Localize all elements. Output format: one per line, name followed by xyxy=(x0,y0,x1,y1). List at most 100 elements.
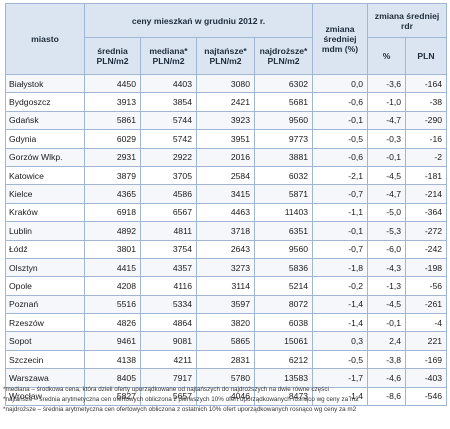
most-expensive-price-cell: 15061 xyxy=(253,331,314,351)
average-price-cell: 4138 xyxy=(84,349,141,370)
median-price-cell: 4811 xyxy=(140,221,197,241)
median-price-cell: 3754 xyxy=(140,239,197,259)
table-row: Olsztyn 4415 4357 3273 5836 -1,8 -4,3 -198 xyxy=(5,257,448,278)
table-header: miasto ceny mieszkań w grudniu 2012 r. z… xyxy=(5,3,448,75)
table-row: Lublin 4892 4811 3718 6351 -0,1 -5,3 -272 xyxy=(5,221,448,241)
rdr-percent-cell: -4,7 xyxy=(367,110,407,131)
change-mdm-cell: -1,4 xyxy=(312,294,369,315)
average-price-cell: 5516 xyxy=(84,294,141,315)
cheapest-price-cell: 2421 xyxy=(196,92,255,112)
rdr-pln-cell: -181 xyxy=(405,165,448,186)
rdr-pln-cell: -290 xyxy=(405,110,448,131)
rdr-percent-cell: -1,0 xyxy=(367,92,407,112)
rdr-percent-cell: -5,3 xyxy=(367,221,407,241)
median-price-cell: 4586 xyxy=(140,184,197,204)
rdr-percent-header: % xyxy=(367,37,407,75)
average-price-cell: 4450 xyxy=(84,73,141,94)
change-mdm-cell: -1,4 xyxy=(312,386,369,407)
city-cell: Gdańsk xyxy=(5,110,85,131)
rdr-percent-cell: -3,8 xyxy=(367,349,407,370)
median-price-cell: 3705 xyxy=(140,165,197,186)
median-price-cell: 5334 xyxy=(140,294,197,315)
footnote-most-expensive: *najdroższe – średnia arytmetyczna cen o… xyxy=(3,406,357,413)
rdr-percent-cell: -6,0 xyxy=(367,239,407,259)
median-price-cell: 5744 xyxy=(140,110,197,131)
most-expensive-price-cell: 11403 xyxy=(253,202,314,223)
apartment-prices-table: miasto ceny mieszkań w grudniu 2012 r. z… xyxy=(5,3,448,407)
city-cell: Szczecin xyxy=(5,349,85,370)
table-row: Bydgoszcz 3913 3854 2421 5681 -0,6 -1,0 -38 xyxy=(5,92,448,112)
average-price-cell: 4826 xyxy=(84,313,141,333)
rdr-pln-cell: -272 xyxy=(405,221,448,241)
cheapest-price-cell: 3718 xyxy=(196,221,255,241)
city-cell: Bydgoszcz xyxy=(5,92,85,112)
city-cell: Łódź xyxy=(5,239,85,259)
change-mdm-cell: 0,3 xyxy=(312,331,369,351)
change-mdm-cell: -0,6 xyxy=(312,92,369,112)
table-row: Poznań 5516 5334 3597 8072 -1,4 -4,5 -261 xyxy=(5,294,448,315)
most-expensive-price-cell: 5681 xyxy=(253,92,314,112)
cheapest-price-cell: 2016 xyxy=(196,147,255,167)
change-mdm-cell: -0,5 xyxy=(312,349,369,370)
rdr-percent-cell: 2,4 xyxy=(367,331,407,351)
change-mdm-cell: 0,0 xyxy=(312,73,369,94)
median-price-cell: 3854 xyxy=(140,92,197,112)
average-price-cell: 4208 xyxy=(84,276,141,296)
city-cell: Rzeszów xyxy=(5,313,85,333)
most-expensive-price-cell: 6032 xyxy=(253,165,314,186)
rdr-pln-cell: -56 xyxy=(405,276,448,296)
cheapest-price-cell: 3951 xyxy=(196,129,255,149)
rdr-pln-cell: 221 xyxy=(405,331,448,351)
most-expensive-price-cell: 8072 xyxy=(253,294,314,315)
rdr-pln-cell: -16 xyxy=(405,129,448,149)
most-expensive-price-cell: 9773 xyxy=(253,129,314,149)
most-expensive-price-cell: 8473 xyxy=(253,386,314,407)
rdr-pln-cell: -546 xyxy=(405,386,448,407)
cheapest-price-cell: 2831 xyxy=(196,349,255,370)
median-price-cell: 4864 xyxy=(140,313,197,333)
city-cell: Gdynia xyxy=(5,129,85,149)
average-price-cell: 4415 xyxy=(84,257,141,278)
most-expensive-price-cell: 6351 xyxy=(253,221,314,241)
change-mdm-cell: -0,7 xyxy=(312,239,369,259)
most-expensive-price-cell: 5836 xyxy=(253,257,314,278)
rdr-pln-cell: -4 xyxy=(405,313,448,333)
footnote-median: *mediana – środkowa cena, która dzieli o… xyxy=(3,386,329,393)
most-expensive-price-cell: 9560 xyxy=(253,239,314,259)
price-table-container: miasto ceny mieszkań w grudniu 2012 r. z… xyxy=(5,3,448,407)
cheapest-price-header: najtańsze* PLN/m2 xyxy=(196,37,255,75)
most-expensive-price-cell: 3881 xyxy=(253,147,314,167)
rdr-percent-cell: -1,3 xyxy=(367,276,407,296)
median-price-cell: 2922 xyxy=(140,147,197,167)
change-mdm-cell: -0,1 xyxy=(312,110,369,131)
footnote-cheapest: *najtańsze – średnia arytmetyczna cen of… xyxy=(3,396,359,403)
footnotes: *mediana – środkowa cena, która dzieli o… xyxy=(3,385,448,415)
cheapest-price-cell: 2643 xyxy=(196,239,255,259)
rdr-percent-cell: -4,6 xyxy=(367,368,407,388)
median-price-cell: 4116 xyxy=(140,276,197,296)
average-price-cell: 3801 xyxy=(84,239,141,259)
rdr-percent-cell: -5,0 xyxy=(367,202,407,223)
rdr-percent-cell: -4,7 xyxy=(367,184,407,204)
rdr-pln-cell: -38 xyxy=(405,92,448,112)
city-cell: Katowice xyxy=(5,165,85,186)
city-cell: Poznań xyxy=(5,294,85,315)
median-price-cell: 5657 xyxy=(140,386,197,407)
rdr-percent-cell: -4,3 xyxy=(367,257,407,278)
cheapest-price-cell: 3820 xyxy=(196,313,255,333)
table-row: Katowice 3879 3705 2584 6032 -2,1 -4,5 -181 xyxy=(5,165,448,186)
average-price-cell: 5827 xyxy=(84,386,141,407)
median-price-cell: 4357 xyxy=(140,257,197,278)
prices-group-header: ceny mieszkań w grudniu 2012 r. xyxy=(83,3,314,38)
rdr-pln-cell: -214 xyxy=(405,184,448,204)
rdr-pln-cell: -164 xyxy=(405,73,448,94)
average-price-cell: 6918 xyxy=(84,202,141,223)
city-cell: Białystok xyxy=(5,73,85,94)
rdr-pln-cell: -169 xyxy=(405,349,448,370)
most-expensive-price-header: najdroższe* PLN/m2 xyxy=(253,37,314,75)
cheapest-price-cell: 3597 xyxy=(196,294,255,315)
table-row: Gdynia 6029 5742 3951 9773 -0,5 -0,3 -16 xyxy=(5,129,448,149)
table-row: Kraków 6918 6567 4463 11403 -1,1 -5,0 -364 xyxy=(5,202,448,223)
change-mdm-cell: -0,6 xyxy=(312,147,369,167)
most-expensive-price-cell: 9560 xyxy=(253,110,314,131)
